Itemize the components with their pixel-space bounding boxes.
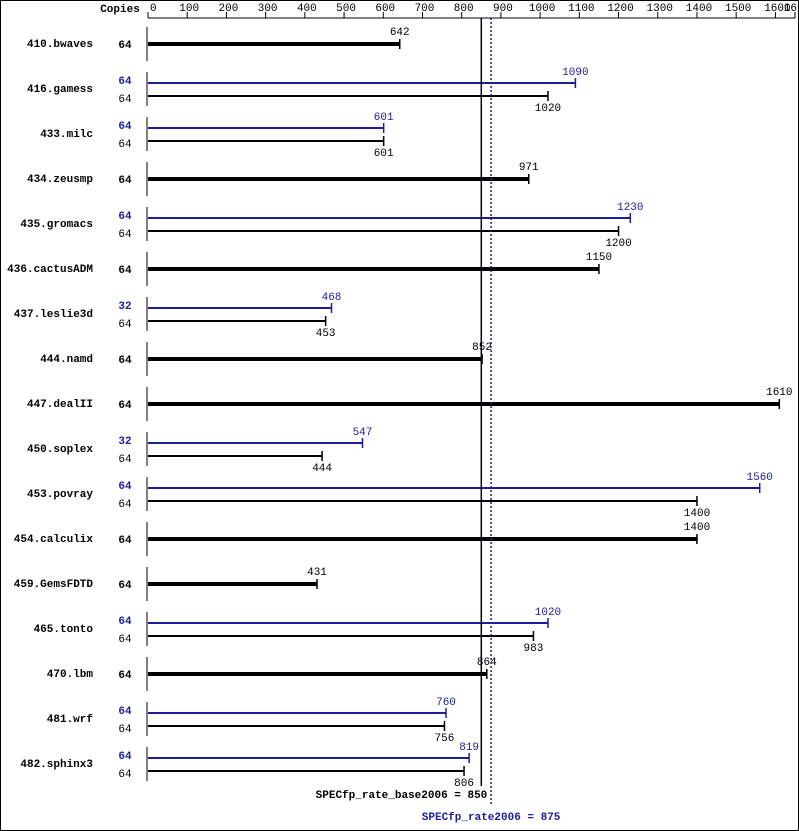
base-copies: 64	[118, 265, 132, 277]
category-label: 450.soplex	[27, 444, 93, 456]
base-value-label: 642	[390, 27, 410, 39]
base-copies: 64	[118, 139, 132, 151]
peak-value-label: 547	[353, 427, 373, 439]
category-label: 433.milc	[40, 129, 93, 141]
category-label: 434.zeusmp	[27, 174, 93, 186]
x-tick-label: 300	[258, 3, 278, 15]
base-copies: 64	[118, 670, 132, 682]
base-value-label: 971	[519, 162, 539, 174]
peak-copies: 32	[118, 436, 131, 448]
base-value-label: 852	[472, 342, 492, 354]
x-tick-label: 1100	[568, 3, 594, 15]
x-tick-label: 400	[297, 3, 317, 15]
x-tick-label: 100	[179, 3, 199, 15]
base-copies: 64	[118, 94, 132, 106]
base-copies: 64	[118, 454, 132, 466]
x-tick-label: 500	[336, 3, 356, 15]
x-tick-label: 1000	[529, 3, 555, 15]
x-tick-label: 900	[493, 3, 513, 15]
x-tick-label: 1600	[764, 3, 790, 15]
base-value-label: 601	[374, 148, 394, 160]
base-value-label: 1610	[766, 387, 792, 399]
base-copies: 64	[118, 769, 132, 781]
peak-ref-label: SPECfp_rate2006 = 875	[422, 812, 561, 824]
base-value-label: 431	[307, 567, 327, 579]
category-label: 436.cactusADM	[7, 264, 93, 276]
base-value-label: 1400	[684, 508, 710, 520]
peak-copies: 64	[118, 481, 132, 493]
x-tick-label: 800	[454, 3, 474, 15]
base-copies: 64	[118, 229, 132, 241]
copies-header: Copies	[100, 4, 140, 16]
category-label: 435.gromacs	[20, 219, 93, 231]
base-copies: 64	[118, 175, 132, 187]
peak-value-label: 760	[436, 697, 456, 709]
base-value-label: 983	[524, 643, 544, 655]
peak-copies: 64	[118, 211, 132, 223]
x-tick-label: 1300	[647, 3, 673, 15]
base-value-label: 1020	[535, 103, 561, 115]
category-label: 453.povray	[27, 489, 93, 501]
category-label: 447.dealII	[27, 399, 93, 411]
base-value-label: 1150	[586, 252, 612, 264]
peak-copies: 64	[118, 751, 132, 763]
base-copies: 64	[118, 400, 132, 412]
category-label: 454.calculix	[14, 534, 94, 546]
x-tick-label: 1650	[784, 3, 799, 15]
peak-copies: 32	[118, 301, 131, 313]
category-label: 444.namd	[40, 354, 93, 366]
x-tick-label: 1500	[725, 3, 751, 15]
category-label: 459.GemsFDTD	[14, 579, 94, 591]
peak-value-label: 1560	[747, 472, 773, 484]
x-tick-label: 600	[375, 3, 395, 15]
category-label: 416.gamess	[27, 84, 93, 96]
base-value-label: 864	[477, 657, 497, 669]
base-copies: 64	[118, 40, 132, 52]
peak-copies: 64	[118, 76, 132, 88]
base-copies: 64	[118, 580, 132, 592]
base-copies: 64	[118, 724, 132, 736]
peak-value-label: 468	[322, 292, 342, 304]
category-label: 470.lbm	[47, 669, 94, 681]
base-value-label: 444	[312, 463, 332, 475]
base-copies: 64	[118, 634, 132, 646]
x-tick-label: 0	[150, 3, 157, 15]
x-tick-label: 200	[219, 3, 239, 15]
base-copies: 64	[118, 535, 132, 547]
peak-value-label: 601	[374, 112, 394, 124]
category-label: 437.leslie3d	[14, 309, 93, 321]
x-tick-label: 1400	[686, 3, 712, 15]
base-copies: 64	[118, 499, 132, 511]
peak-value-label: 1230	[617, 202, 643, 214]
base-value-label: 1200	[605, 238, 631, 250]
peak-value-label: 819	[459, 742, 479, 754]
x-tick-label: 1200	[607, 3, 633, 15]
base-copies: 64	[118, 319, 132, 331]
category-label: 465.tonto	[34, 624, 94, 636]
base-value-label: 806	[454, 778, 474, 790]
category-label: 410.bwaves	[27, 39, 93, 51]
base-value-label: 756	[435, 733, 455, 745]
peak-copies: 64	[118, 616, 132, 628]
category-label: 482.sphinx3	[20, 759, 93, 771]
peak-copies: 64	[118, 706, 132, 718]
x-tick-label: 700	[415, 3, 435, 15]
base-value-label: 1400	[684, 522, 710, 534]
peak-copies: 64	[118, 121, 132, 133]
peak-value-label: 1090	[562, 67, 588, 79]
category-label: 481.wrf	[47, 714, 94, 726]
base-ref-label: SPECfp_rate_base2006 = 850	[316, 790, 488, 802]
peak-value-label: 1020	[535, 607, 561, 619]
base-copies: 64	[118, 355, 132, 367]
base-value-label: 453	[316, 328, 336, 340]
